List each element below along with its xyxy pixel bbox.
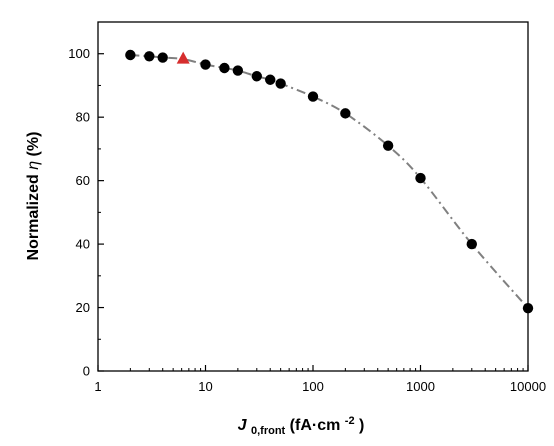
data-point	[466, 238, 477, 250]
x-axis-title-superscript: -2	[345, 415, 355, 427]
fit-line	[130, 53, 529, 309]
data-point	[144, 51, 155, 62]
y-tick-label: 80	[76, 110, 90, 125]
y-axis-title-suffix: (%)	[25, 132, 42, 157]
data-point	[382, 140, 394, 151]
y-tick-label: 100	[68, 46, 90, 61]
plot-frame	[97, 21, 529, 372]
marker-layer	[125, 49, 534, 314]
x-tick-label: 10000	[510, 379, 546, 394]
y-axis-title-prefix: Normalized	[25, 170, 42, 261]
x-tick-label: 1	[94, 379, 101, 394]
data-point	[275, 78, 286, 89]
fit-layer	[130, 53, 529, 309]
data-point	[157, 52, 168, 63]
y-tick-label: 60	[76, 173, 90, 188]
data-point	[522, 302, 534, 314]
data-point	[232, 65, 244, 76]
data-point	[415, 172, 426, 184]
y-tick-label: 0	[83, 364, 90, 379]
highlight-point	[176, 51, 190, 64]
x-tick-label: 1000	[406, 379, 435, 394]
data-point	[125, 49, 136, 61]
data-point	[219, 62, 230, 74]
x-axis-title: J 0,front (fA·cm -2 )	[238, 411, 365, 438]
data-point	[251, 71, 262, 82]
y-axis-title-symbol: η	[25, 161, 42, 170]
axis-layer: 1 10 100 1000 10000 0 20 40 60 80 100	[68, 21, 546, 394]
y-tick-label: 20	[76, 300, 90, 315]
x-tick-label: 100	[302, 379, 324, 394]
x-axis-title-unit-open: (fA·cm	[290, 417, 341, 434]
y-tick-label: 40	[76, 237, 90, 252]
data-point	[200, 59, 211, 70]
x-axis-title-main: J	[238, 417, 248, 434]
x-tick-label: 10	[198, 379, 212, 394]
x-axis-title-unit-close: )	[359, 417, 364, 434]
y-axis-title: Normalized η (%)	[25, 132, 42, 261]
x-axis-title-subscript: 0,front	[251, 425, 286, 437]
data-point	[265, 74, 276, 85]
data-point	[307, 91, 319, 102]
data-point	[340, 108, 351, 119]
